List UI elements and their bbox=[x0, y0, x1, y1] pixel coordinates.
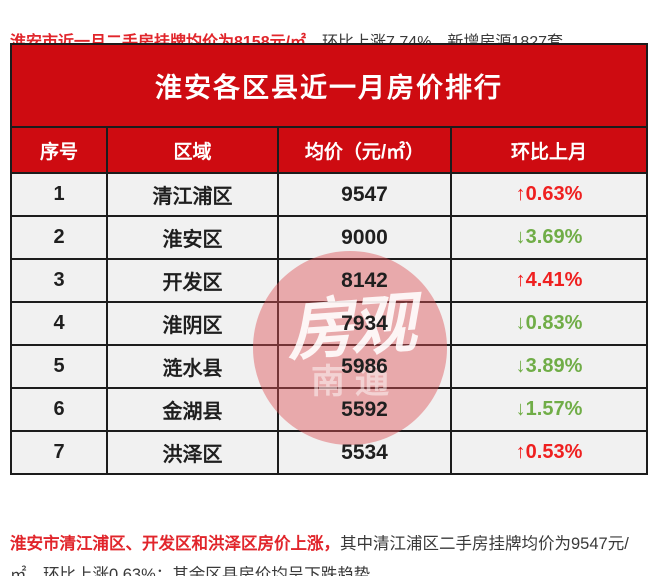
rank-cell: 1 bbox=[10, 172, 108, 217]
price-cell: 9547 bbox=[277, 172, 452, 217]
table-title-row: 淮安各区县近一月房价排行 bbox=[10, 43, 648, 128]
district-cell: 清江浦区 bbox=[106, 172, 279, 217]
table-row: 6 金湖县 5592 ↓1.57% bbox=[10, 387, 648, 432]
table-row: 7 洪泽区 5534 ↑0.53% bbox=[10, 430, 648, 475]
district-cell: 涟水县 bbox=[106, 344, 279, 389]
bottom-analysis-rest: 其中清江浦区二手房挂牌均价为9547元/㎡，环比上涨0.63%；其余区县房价均呈… bbox=[10, 534, 629, 576]
table-row: 4 淮阴区 7934 ↓0.83% bbox=[10, 301, 648, 346]
change-cell: ↓3.89% bbox=[450, 344, 648, 389]
price-cell: 7934 bbox=[277, 301, 452, 346]
table-title: 淮安各区县近一月房价排行 bbox=[10, 43, 648, 128]
table-row: 3 开发区 8142 ↑4.41% bbox=[10, 258, 648, 303]
rank-cell: 5 bbox=[10, 344, 108, 389]
rank-cell: 7 bbox=[10, 430, 108, 475]
table-row: 1 清江浦区 9547 ↑0.63% bbox=[10, 172, 648, 217]
district-cell: 开发区 bbox=[106, 258, 279, 303]
district-cell: 金湖县 bbox=[106, 387, 279, 432]
column-header-price: 均价（元/㎡） bbox=[277, 126, 452, 174]
column-header-change: 环比上月 bbox=[450, 126, 648, 174]
price-cell: 9000 bbox=[277, 215, 452, 260]
table-row: 2 淮安区 9000 ↓3.69% bbox=[10, 215, 648, 260]
rank-cell: 3 bbox=[10, 258, 108, 303]
table-header-row: 序号 区域 均价（元/㎡） 环比上月 bbox=[10, 126, 648, 174]
change-cell: ↓3.69% bbox=[450, 215, 648, 260]
change-cell: ↓1.57% bbox=[450, 387, 648, 432]
price-ranking-table: 淮安各区县近一月房价排行 序号 区域 均价（元/㎡） 环比上月 1 清江浦区 9… bbox=[10, 43, 648, 475]
table-row: 5 涟水县 5986 ↓3.89% bbox=[10, 344, 648, 389]
district-cell: 淮阴区 bbox=[106, 301, 279, 346]
rank-cell: 6 bbox=[10, 387, 108, 432]
bottom-analysis-text: 淮安市清江浦区、开发区和洪泽区房价上涨，其中清江浦区二手房挂牌均价为9547元/… bbox=[10, 529, 654, 576]
column-header-district: 区域 bbox=[106, 126, 279, 174]
change-cell: ↓0.83% bbox=[450, 301, 648, 346]
price-cell: 8142 bbox=[277, 258, 452, 303]
change-cell: ↑4.41% bbox=[450, 258, 648, 303]
district-cell: 淮安区 bbox=[106, 215, 279, 260]
column-header-rank: 序号 bbox=[10, 126, 108, 174]
rank-cell: 4 bbox=[10, 301, 108, 346]
district-cell: 洪泽区 bbox=[106, 430, 279, 475]
price-cell: 5986 bbox=[277, 344, 452, 389]
change-cell: ↑0.53% bbox=[450, 430, 648, 475]
price-cell: 5592 bbox=[277, 387, 452, 432]
bottom-analysis-highlight: 淮安市清江浦区、开发区和洪泽区房价上涨， bbox=[10, 534, 340, 553]
change-cell: ↑0.63% bbox=[450, 172, 648, 217]
price-cell: 5534 bbox=[277, 430, 452, 475]
rank-cell: 2 bbox=[10, 215, 108, 260]
table-body: 1 清江浦区 9547 ↑0.63% 2 淮安区 9000 ↓3.69% 3 开… bbox=[10, 172, 648, 475]
